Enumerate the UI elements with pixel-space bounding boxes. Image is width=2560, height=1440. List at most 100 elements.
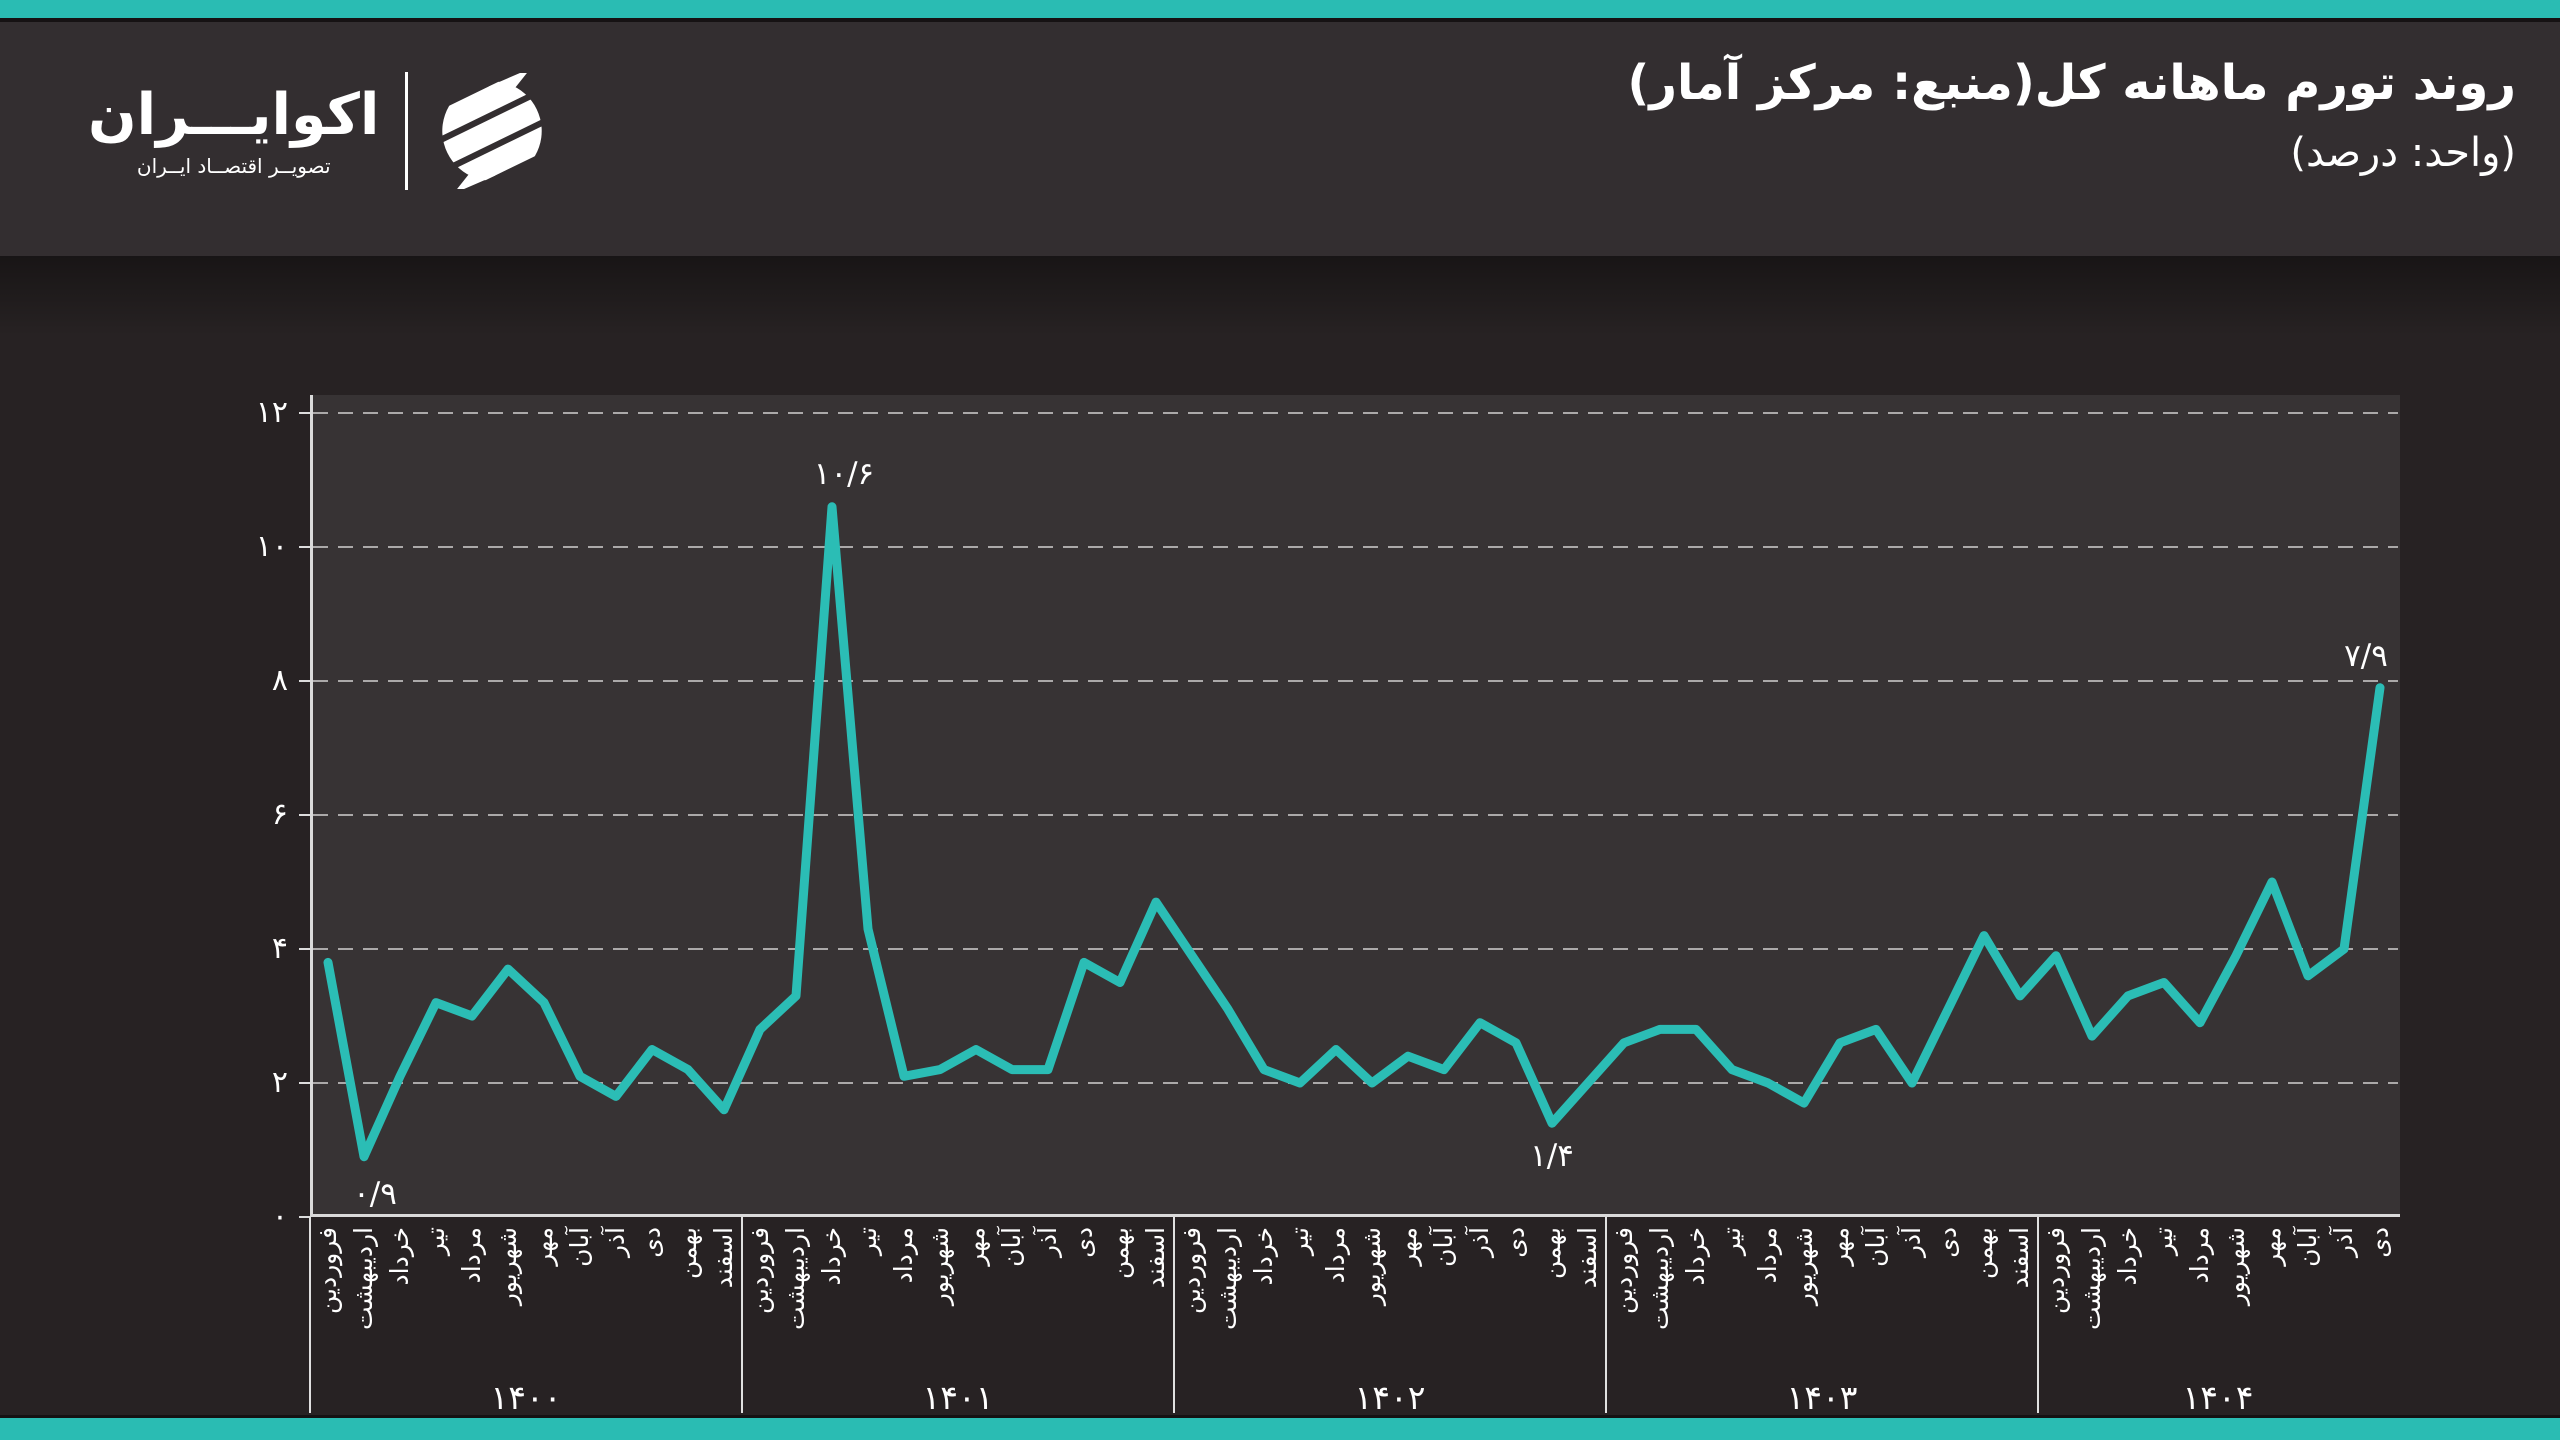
bottom-accent-bar bbox=[0, 1415, 2560, 1440]
x-axis-month-label: خرداد bbox=[1249, 1227, 1278, 1286]
x-axis-month-label: آذر bbox=[1465, 1227, 1494, 1258]
chart-titles: روند تورم ماهانه کل(منبع: مرکز آمار) (وا… bbox=[1627, 52, 2516, 176]
x-axis-month-label: آبان bbox=[997, 1227, 1026, 1267]
x-axis-month-label: آبان bbox=[1429, 1227, 1458, 1267]
plot-background bbox=[310, 395, 2400, 1217]
x-axis-month-label: اسفند bbox=[1141, 1227, 1170, 1289]
x-axis-month-label: دی bbox=[1501, 1227, 1530, 1258]
x-axis-month-label: دی bbox=[1069, 1227, 1098, 1258]
x-axis-month-label: خرداد bbox=[817, 1227, 846, 1286]
data-point-value-annotation: ۰/۹ bbox=[353, 1175, 397, 1212]
x-axis-month-label: فروردین bbox=[313, 1227, 342, 1315]
x-axis-month-label: خرداد bbox=[385, 1227, 414, 1286]
x-axis-month-label: شهریور bbox=[1789, 1227, 1818, 1306]
y-axis-tick bbox=[299, 1082, 310, 1084]
x-axis-month-label: آذر bbox=[2329, 1227, 2358, 1258]
y-axis-label: ۱۲ bbox=[255, 395, 288, 430]
year-separator-line bbox=[741, 1217, 743, 1413]
year-label: ۱۴۰۰ bbox=[490, 1378, 562, 1417]
x-axis-month-label: فروردین bbox=[2041, 1227, 2070, 1315]
year-label: ۱۴۰۳ bbox=[1786, 1378, 1858, 1417]
brand-logo-text: اکوایـــران تصویــر اقتصــاد ایــران bbox=[88, 81, 380, 179]
x-axis-month-label: مهر bbox=[2257, 1227, 2286, 1266]
x-axis-month-label: مهر bbox=[1393, 1227, 1422, 1266]
x-axis-month-label: مرداد bbox=[1753, 1227, 1782, 1284]
chart-title: روند تورم ماهانه کل(منبع: مرکز آمار) bbox=[1627, 55, 2516, 111]
y-axis-label: ۰ bbox=[271, 1199, 288, 1234]
x-axis-month-label: اسفند bbox=[2005, 1227, 2034, 1289]
x-axis-month-label: تیر bbox=[421, 1227, 450, 1256]
header: اکوایـــران تصویــر اقتصــاد ایــران رون bbox=[0, 22, 2560, 256]
x-axis-month-label: اسفند bbox=[709, 1227, 738, 1289]
x-axis-month-label: تیر bbox=[1285, 1227, 1314, 1256]
y-axis-tick bbox=[299, 546, 310, 548]
year-separator-line bbox=[309, 1217, 311, 1413]
x-axis-month-label: مهر bbox=[1825, 1227, 1854, 1266]
x-axis-month-label: اردیبهشت bbox=[2077, 1227, 2106, 1331]
x-axis-month-label: فروردین bbox=[1177, 1227, 1206, 1315]
x-axis-month-label: شهریور bbox=[2221, 1227, 2250, 1306]
x-axis-month-label: مهر bbox=[529, 1227, 558, 1266]
year-separator-line bbox=[2037, 1217, 2039, 1413]
x-axis-month-label: اردیبهشت bbox=[349, 1227, 378, 1331]
x-axis-month-label: تیر bbox=[1717, 1227, 1746, 1256]
year-separator-line bbox=[1605, 1217, 1607, 1413]
y-axis-tick bbox=[299, 1216, 310, 1218]
x-axis-month-label: بهمن bbox=[1105, 1227, 1134, 1279]
logo-divider bbox=[405, 72, 409, 190]
y-axis-label: ۸ bbox=[271, 663, 288, 698]
x-axis-month-label: آذر bbox=[1033, 1227, 1062, 1258]
y-axis-label: ۶ bbox=[271, 797, 288, 832]
x-axis-month-label: مرداد bbox=[457, 1227, 486, 1284]
x-axis-month-label: مرداد bbox=[1321, 1227, 1350, 1284]
y-axis-tick bbox=[299, 412, 310, 414]
x-axis-month-label: دی bbox=[637, 1227, 666, 1258]
inflation-series-line bbox=[323, 502, 2385, 1162]
y-axis-tick bbox=[299, 814, 310, 816]
x-axis-month-label: تیر bbox=[853, 1227, 882, 1256]
x-axis-month-label: خرداد bbox=[1681, 1227, 1710, 1286]
x-axis-month-label: دی bbox=[2365, 1227, 2394, 1258]
data-point-value-annotation: ۱/۴ bbox=[1530, 1138, 1574, 1175]
data-point-value-annotation: ۷/۹ bbox=[2344, 637, 2388, 674]
x-axis-month-label: بهمن bbox=[1537, 1227, 1566, 1279]
y-axis-label: ۴ bbox=[271, 931, 288, 966]
year-label: ۱۴۰۱ bbox=[922, 1378, 994, 1417]
x-axis-month-label: مرداد bbox=[889, 1227, 918, 1284]
x-axis-month-label: فروردین bbox=[745, 1227, 774, 1315]
line-chart-plot-area bbox=[310, 395, 2400, 1217]
year-label: ۱۴۰۲ bbox=[1354, 1378, 1426, 1417]
x-axis-month-label: مرداد bbox=[2185, 1227, 2214, 1284]
x-axis-month-label: آبان bbox=[565, 1227, 594, 1267]
y-axis-label: ۱۰ bbox=[255, 529, 288, 564]
x-axis-month-label: شهریور bbox=[1357, 1227, 1386, 1306]
brand-logo: اکوایـــران تصویــر اقتصــاد ایــران bbox=[88, 72, 551, 190]
y-axis-label: ۲ bbox=[271, 1065, 288, 1100]
x-axis-month-label: آبان bbox=[1861, 1227, 1890, 1267]
x-axis-month-label: اردیبهشت bbox=[1645, 1227, 1674, 1331]
x-axis-month-label: دی bbox=[1933, 1227, 1962, 1258]
x-axis-month-label: آبان bbox=[2293, 1227, 2322, 1267]
top-accent-bar bbox=[0, 0, 2560, 22]
x-axis-month-label: تیر bbox=[2149, 1227, 2178, 1256]
x-axis-month-label: اردیبهشت bbox=[1213, 1227, 1242, 1331]
ecoiran-globe-icon bbox=[434, 73, 551, 189]
year-separator-line bbox=[1173, 1217, 1175, 1413]
year-label: ۱۴۰۴ bbox=[2182, 1378, 2254, 1417]
x-axis-month-label: بهمن bbox=[1969, 1227, 1998, 1279]
x-axis-month-label: شهریور bbox=[925, 1227, 954, 1306]
x-axis-month-label: بهمن bbox=[673, 1227, 702, 1279]
x-axis-month-label: خرداد bbox=[2113, 1227, 2142, 1286]
brand-tagline: تصویــر اقتصــاد ایــران bbox=[136, 154, 331, 179]
x-axis-month-label: شهریور bbox=[493, 1227, 522, 1306]
data-point-value-annotation: ۱۰/۶ bbox=[813, 455, 875, 492]
chart-unit-subtitle: (واحد: درصد) bbox=[2290, 130, 2516, 177]
x-axis-month-label: اسفند bbox=[1573, 1227, 1602, 1289]
x-axis-month-label: مهر bbox=[961, 1227, 990, 1266]
x-axis-month-label: آذر bbox=[1897, 1227, 1926, 1258]
x-axis-month-label: فروردین bbox=[1609, 1227, 1638, 1315]
y-axis-tick bbox=[299, 948, 310, 950]
brand-name: اکوایـــران bbox=[88, 81, 380, 148]
